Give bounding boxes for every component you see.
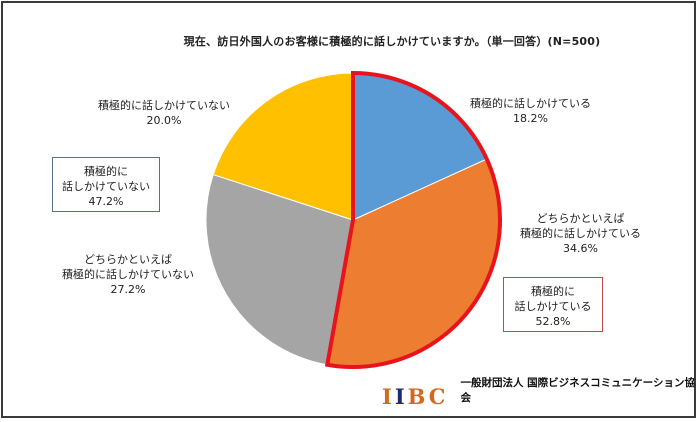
box-text: 話しかけている	[514, 300, 592, 313]
box-text: 積極的に	[84, 165, 128, 178]
label-text: 積極的に話しかけていない	[98, 99, 230, 112]
label-somewhat-not-talking: どちらかといえば 積極的に話しかけていない 27.2%	[62, 252, 194, 297]
label-percent: 20.0%	[146, 114, 182, 127]
organization-name: 一般財団法人 国際ビジネスコミュニケーション協会	[460, 377, 695, 404]
label-actively-talking: 積極的に話しかけている 18.2%	[470, 96, 591, 126]
pie-slice	[205, 173, 354, 366]
pie-slice	[212, 72, 354, 221]
iibc-logo-mark: IIBC	[382, 386, 449, 408]
chart-title-text: 現在、訪日外国人のお客様に積極的に話しかけていますか。（単一回答）(N=500)	[183, 35, 601, 48]
label-not-talking: 積極的に話しかけていない 20.0%	[98, 98, 230, 128]
box-text: 話しかけていない	[62, 180, 150, 193]
label-text: 積極的に話しかけている	[470, 97, 591, 110]
label-somewhat-talking: どちらかといえば 積極的に話しかけている 34.6%	[520, 211, 641, 256]
label-text: 積極的に話しかけていない	[62, 268, 194, 281]
label-text: どちらかといえば	[536, 212, 625, 225]
pie-slices	[205, 72, 501, 368]
label-percent: 18.2%	[513, 112, 548, 125]
logo-letter: C	[428, 384, 449, 409]
logo-letter: I	[382, 384, 395, 409]
label-percent: 34.6%	[563, 242, 598, 255]
box-text: 積極的に	[531, 285, 575, 298]
chart-title: 現在、訪日外国人のお客様に積極的に話しかけていますか。（単一回答）(N=500)	[0, 33, 700, 49]
box-percent: 47.2%	[88, 195, 124, 208]
negative-total-box: 積極的に 話しかけていない 47.2%	[52, 157, 160, 212]
box-percent: 52.8%	[535, 315, 571, 328]
logo-letter: B	[407, 384, 429, 409]
label-text: どちらかといえば	[84, 253, 172, 266]
positive-total-box: 積極的に 話しかけている 52.8%	[503, 277, 603, 332]
label-percent: 27.2%	[110, 283, 146, 296]
iibc-logo: IIBC 一般財団法人 国際ビジネスコミュニケーション協会	[382, 377, 700, 408]
logo-letter: I	[394, 384, 408, 409]
positive-group-highlight	[324, 70, 502, 369]
label-text: 積極的に話しかけている	[520, 227, 641, 240]
